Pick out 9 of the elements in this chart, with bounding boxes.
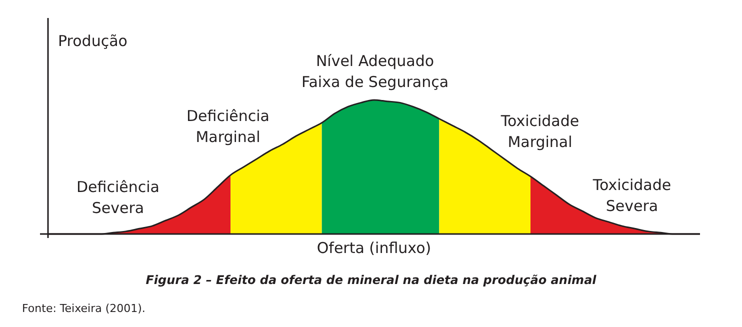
text: Figura 2 – Efeito da oferta de mineral na dieta na produção animal	[146, 273, 598, 287]
annotation: Deficiência Marginal	[186, 107, 270, 146]
annotation: Toxicidade Marginal	[500, 112, 580, 151]
source-note: Fonte: Teixeira (2001).	[22, 302, 146, 315]
text: Nível Adequado Faixa de Segurança	[301, 52, 449, 91]
x-axis-title: Oferta (influxo)	[316, 239, 432, 257]
annotation: Deficiência Severa	[76, 178, 160, 217]
y-axis-title: Produção	[58, 32, 128, 50]
annotation: Toxicidade Severa	[592, 176, 672, 215]
